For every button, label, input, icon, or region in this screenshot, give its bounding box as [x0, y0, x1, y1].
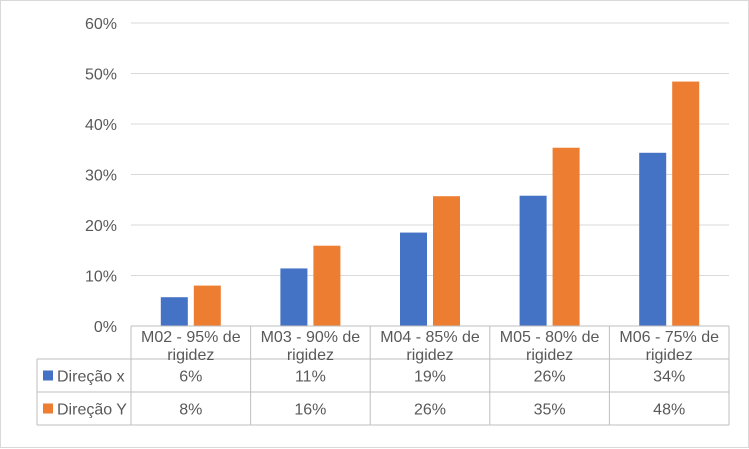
bar-direcao-x [160, 297, 188, 326]
data-table-value: 16% [294, 402, 326, 419]
data-table-value: 48% [653, 402, 685, 419]
y-tick-label: 20% [85, 218, 117, 235]
bar-direcao-x [639, 152, 667, 326]
data-table-value: 34% [653, 369, 685, 386]
y-tick-label: 30% [85, 168, 117, 185]
bar-direcao-x [519, 195, 547, 326]
series-name: Direção x [57, 369, 125, 386]
data-table-value: 8% [179, 402, 202, 419]
category-label: M03 - 90% de rigidez [261, 329, 361, 364]
y-tick-label: 10% [85, 269, 117, 286]
category-label: M02 - 95% de rigidez [141, 329, 241, 364]
bar-direcao-y [433, 196, 460, 326]
category-label: M04 - 85% de rigidez [380, 329, 480, 364]
data-table-value: 35% [534, 402, 566, 419]
bar-direcao-y [313, 245, 341, 326]
y-tick-label: 40% [85, 117, 117, 134]
bar-direcao-x [400, 232, 427, 326]
data-table-value: 26% [534, 369, 566, 386]
y-tick-label: 60% [85, 16, 117, 33]
legend-key-direcao-y [43, 403, 53, 414]
data-table-value: 11% [295, 369, 326, 386]
bar-direcao-y [193, 285, 221, 326]
bar-direcao-x [280, 268, 308, 326]
legend-key-direcao-x [43, 370, 53, 381]
data-table-value: 26% [414, 402, 446, 419]
bar-direcao-y [552, 147, 580, 326]
bar-direcao-y [672, 81, 700, 326]
data-table-value: 19% [414, 369, 446, 386]
data-table-value: 6% [179, 369, 202, 386]
category-label: M06 - 75% de rigidez [619, 329, 719, 364]
y-tick-label: 0% [94, 319, 117, 336]
category-label: M05 - 80% de rigidez [500, 329, 600, 364]
series-name: Direção Y [57, 402, 127, 419]
y-tick-label: 50% [85, 67, 117, 84]
